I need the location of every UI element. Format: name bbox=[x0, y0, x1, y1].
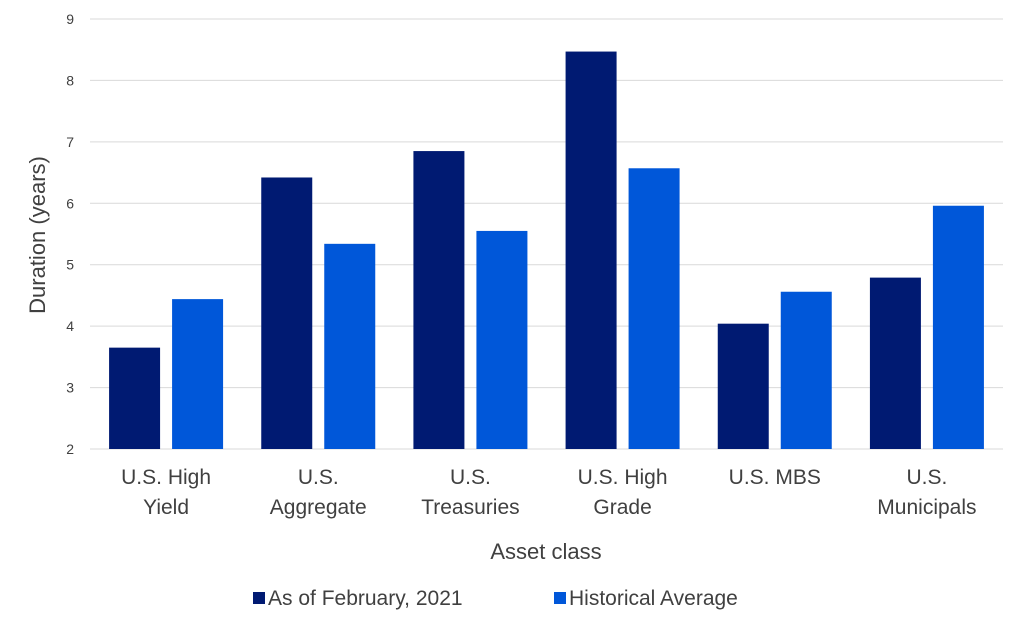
x-axis-title: Asset class bbox=[490, 539, 601, 564]
x-category-label: Treasuries bbox=[421, 496, 519, 519]
y-tick-label: 8 bbox=[66, 72, 74, 88]
bars bbox=[109, 51, 984, 450]
x-category-label: U.S. MBS bbox=[729, 466, 821, 489]
bar-historical bbox=[476, 230, 528, 449]
bar-current bbox=[565, 51, 617, 450]
legend: As of February, 2021 Historical Average bbox=[253, 587, 738, 610]
gridlines bbox=[90, 18, 1003, 450]
x-category-label: Grade bbox=[593, 496, 651, 519]
y-axis-title: Duration (years) bbox=[25, 156, 50, 314]
bar-historical bbox=[780, 291, 832, 449]
x-category-label: Yield bbox=[143, 496, 189, 519]
y-axis-ticks: 2 3 4 5 6 7 8 9 bbox=[66, 11, 74, 457]
bar-current bbox=[413, 151, 465, 450]
x-axis-category-labels: U.S. High Yield U.S. Aggregate U.S. Treasurie… bbox=[121, 466, 976, 519]
y-tick-label: 7 bbox=[66, 134, 74, 150]
y-tick-label: 5 bbox=[66, 257, 74, 273]
legend-swatch bbox=[554, 592, 566, 604]
bar-historical bbox=[628, 168, 680, 449]
bar-current bbox=[717, 323, 769, 449]
legend-label: As of February, 2021 bbox=[268, 587, 463, 610]
x-category-label: U.S. bbox=[450, 466, 491, 489]
y-tick-label: 6 bbox=[66, 195, 74, 211]
legend-swatch bbox=[253, 592, 265, 604]
bar-historical bbox=[172, 299, 224, 449]
bar-historical bbox=[324, 243, 376, 449]
y-tick-label: 2 bbox=[66, 441, 74, 457]
bar-current bbox=[261, 177, 313, 449]
y-tick-label: 3 bbox=[66, 380, 74, 396]
x-category-label: U.S. bbox=[906, 466, 947, 489]
x-category-label: U.S. High bbox=[578, 466, 668, 489]
x-category-label: U.S. High bbox=[121, 466, 211, 489]
bar-current bbox=[869, 277, 921, 449]
legend-label: Historical Average bbox=[569, 587, 738, 610]
bar-historical bbox=[932, 205, 984, 449]
bar-current bbox=[109, 347, 161, 449]
y-tick-label: 4 bbox=[66, 318, 74, 334]
x-category-label: U.S. bbox=[298, 466, 339, 489]
x-category-label: Municipals bbox=[877, 496, 976, 519]
x-category-label: Aggregate bbox=[270, 496, 367, 519]
y-tick-label: 9 bbox=[66, 11, 74, 27]
